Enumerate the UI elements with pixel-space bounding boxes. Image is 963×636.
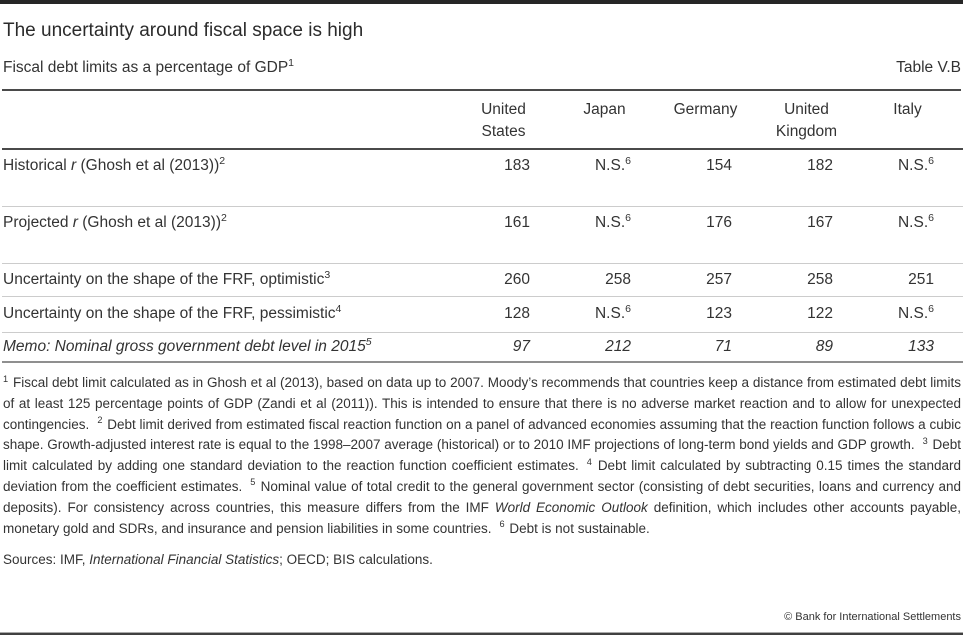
footnote-marker: 2 [219,154,226,167]
cell-value: 167 [763,206,864,264]
footnote-6-text: Debt is not sustainable. [509,520,650,536]
row-label: Uncertainty on the shape of the FRF, opt… [2,263,460,297]
footnote-2-text: Debt limit derived from estimated fiscal… [3,416,961,453]
table-row-memo-debt-level: Memo: Nominal gross government debt leve… [2,332,963,363]
footnote-marker: 3 [324,268,331,281]
cell-value: 257 [662,263,763,297]
corner-cell [2,91,460,150]
footnote-marker: 2 [220,211,227,224]
cell-value: 260 [460,263,561,297]
cell-value: 71 [662,332,763,363]
copyright-notice: © Bank for International Settlements [784,611,961,623]
cell-value: 212 [561,332,662,363]
footnote-1-text: Fiscal debt limit calculated as in Ghosh… [3,375,961,432]
cell-value: 183 [460,149,561,207]
cell-value: N.S.6 [561,296,662,333]
cell-value: 176 [662,206,763,264]
cell-value: N.S.6 [561,149,662,207]
cell-value: 133 [864,332,963,363]
cell-value: N.S.6 [864,149,963,207]
cell-value: 128 [460,296,561,333]
row-label: Memo: Nominal gross government debt leve… [2,332,460,363]
footnote-4-text: Debt limit calculated by subtracting 0.1… [3,458,961,494]
column-header-germany: Germany [662,91,763,150]
footnote-1-marker: 1 [3,373,9,384]
cell-value: N.S.6 [864,206,963,264]
row-label: Uncertainty on the shape of the FRF, pes… [2,296,460,333]
cell-value: 182 [763,149,864,207]
table-row-frf-pessimistic: Uncertainty on the shape of the FRF, pes… [2,296,963,333]
footnote-2-marker: 2 [97,415,103,426]
column-header-japan: Japan [561,91,662,150]
cell-value: 258 [561,263,662,297]
bottom-rule [0,632,963,635]
fiscal-debt-limits-table: United States Japan Germany United Kingd… [2,91,963,363]
table-caption-row: Fiscal debt limits as a percentage of GD… [2,56,961,91]
table-row-frf-optimistic: Uncertainty on the shape of the FRF, opt… [2,263,963,297]
footnote-5-text: Nominal value of total credit to the gen… [3,478,962,536]
cell-value: 161 [460,206,561,264]
sources-line: Sources: IMF, International Financial St… [3,552,433,568]
footnote-marker: 5 [365,335,372,348]
footnote-6-marker: 6 [499,519,505,530]
page-title: The uncertainty around fiscal space is h… [3,20,364,41]
cell-value: N.S.6 [864,296,963,333]
table-row-historical-r: Historical r (Ghosh et al (2013))2 183 N… [2,149,963,207]
table-number-label: Table V.B [896,59,961,76]
column-header-united-kingdom: United Kingdom [763,91,864,150]
cell-value: 97 [460,332,561,363]
column-header-united-states: United States [460,91,561,150]
cell-value: 89 [763,332,864,363]
row-label: Projected r (Ghosh et al (2013))2 [2,206,460,264]
footnote-5-marker: 5 [250,477,256,488]
footnote-3-text: Debt limit calculated by adding one stan… [3,437,961,474]
cell-value: 258 [763,263,864,297]
cell-value: 251 [864,263,963,297]
table-row-projected-r: Projected r (Ghosh et al (2013))2 161 N.… [2,206,963,264]
column-header-row: United States Japan Germany United Kingd… [2,91,963,150]
footnotes-block: 1 Fiscal debt limit calculated as in Gho… [3,373,961,539]
row-label: Historical r (Ghosh et al (2013))2 [2,149,460,207]
footnote-4-marker: 4 [586,456,592,467]
column-header-italy: Italy [864,91,963,150]
footnote-3-marker: 3 [922,435,928,446]
cell-value: N.S.6 [561,206,662,264]
cell-value: 154 [662,149,763,207]
cell-value: 123 [662,296,763,333]
table-subtitle: Fiscal debt limits as a percentage of GD… [3,56,295,76]
subtitle-footnote-marker: 1 [288,56,295,69]
cell-value: 122 [763,296,864,333]
footnote-marker: 4 [335,302,342,315]
